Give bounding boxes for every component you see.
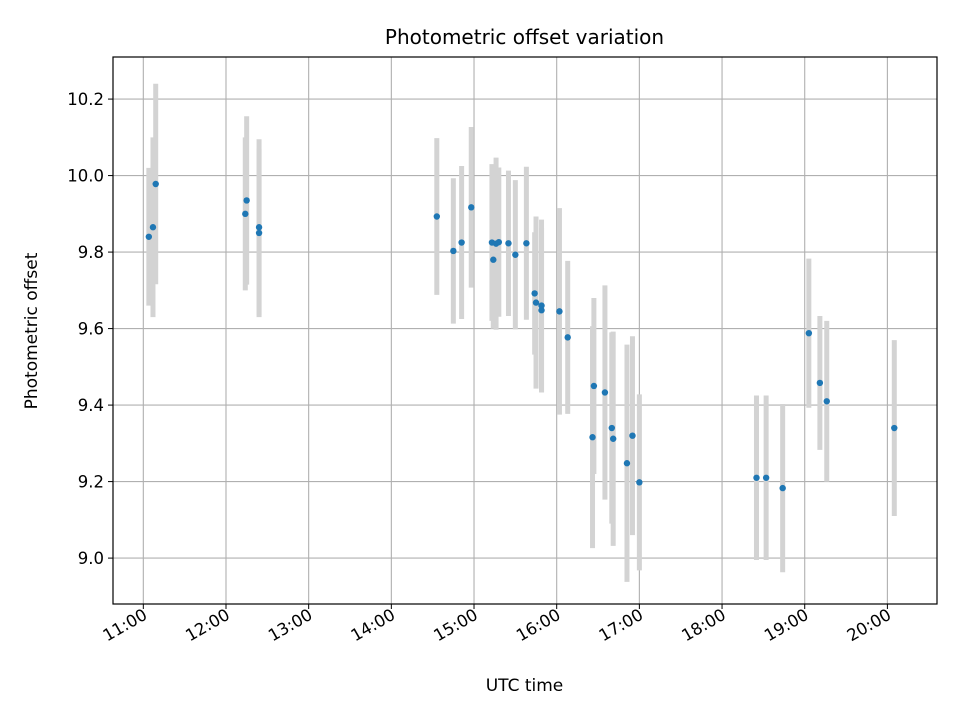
data-point <box>629 432 636 439</box>
data-point <box>601 389 609 396</box>
data-point <box>564 334 571 341</box>
data-point <box>538 302 545 309</box>
data-point <box>538 307 545 314</box>
data-point <box>623 460 631 467</box>
data-point <box>523 240 530 247</box>
data-point <box>779 484 786 492</box>
y-tick-label: 9.2 <box>78 473 104 492</box>
data-point <box>468 204 475 211</box>
data-point <box>608 424 616 432</box>
y-tick-label: 9.4 <box>78 396 104 415</box>
data-point <box>145 233 153 240</box>
data-point <box>242 210 249 218</box>
data-point <box>458 239 465 246</box>
y-tick-label: 10.2 <box>67 90 104 109</box>
data-point <box>450 247 457 255</box>
y-axis-label: Photometric offset <box>22 252 42 409</box>
data-points <box>145 180 898 492</box>
data-point <box>505 240 512 247</box>
data-point <box>255 229 263 237</box>
data-point <box>589 434 596 441</box>
data-point <box>636 479 643 486</box>
data-point <box>243 197 250 204</box>
y-tick-label: 10.0 <box>67 167 104 186</box>
data-point <box>490 256 497 263</box>
y-tick-label: 9.8 <box>78 243 104 262</box>
y-tick-label: 9.0 <box>78 549 104 568</box>
y-tick-label: 9.6 <box>78 320 104 339</box>
data-point <box>823 398 830 405</box>
data-point <box>255 224 263 231</box>
data-point <box>891 424 898 432</box>
data-point <box>816 379 824 387</box>
chart-title: Photometric offset variation <box>385 25 664 49</box>
data-point <box>805 329 813 337</box>
data-point <box>512 251 519 258</box>
data-point <box>609 435 617 442</box>
plot-frame <box>112 56 938 605</box>
data-point <box>532 299 540 306</box>
data-point <box>531 290 538 297</box>
data-point <box>590 382 598 390</box>
data-point <box>433 213 441 220</box>
data-point <box>495 238 503 246</box>
data-point <box>762 474 770 481</box>
data-point <box>152 180 159 188</box>
data-point <box>149 224 157 231</box>
y-axis: 9.0 9.2 9.4 9.6 9.8 10.0 10.2 <box>67 90 113 568</box>
x-axis-label: UTC time <box>486 676 564 696</box>
data-point <box>556 308 563 315</box>
data-point <box>753 474 760 481</box>
